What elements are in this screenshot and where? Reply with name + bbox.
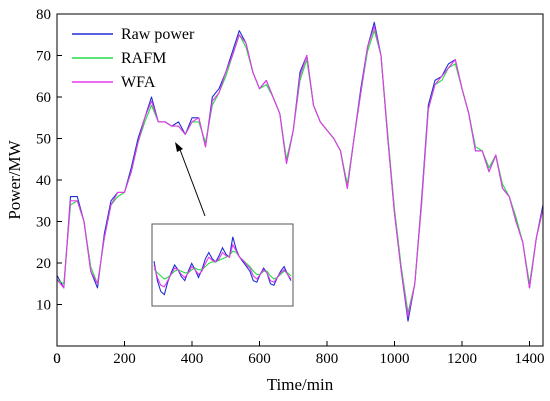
legend-label-3: WFA <box>121 74 156 91</box>
legend: Raw power RAFM WFA <box>72 26 195 91</box>
axis-ticks: 0 200 400 600 800 1000 1200 1400010203040506070… <box>36 7 545 367</box>
x-tick-label: 200 <box>113 351 136 367</box>
legend-label-1: Raw power <box>121 26 195 43</box>
y-tick-label: 70 <box>36 49 51 65</box>
inset-pointer-line <box>178 146 206 217</box>
y-tick-label: 80 <box>36 7 51 23</box>
x-tick-label: 1200 <box>447 351 477 367</box>
inset-series-line-2 <box>153 250 292 280</box>
inset-series-line-3 <box>153 243 292 288</box>
x-tick-label: 600 <box>248 351 271 367</box>
x-tick-label: 400 <box>181 351 204 367</box>
series-line-1 <box>56 21 544 322</box>
plot-frame <box>56 13 544 347</box>
y-tick-label: 60 <box>36 90 51 106</box>
x-tick-label: 0 <box>53 351 61 367</box>
y-tick-label: 50 <box>36 132 51 148</box>
inset-frame <box>151 223 294 307</box>
inset-pointer-arrowhead <box>175 142 183 152</box>
series-layer <box>56 21 544 322</box>
x-axis-label: Time/min <box>267 375 334 394</box>
series-line-3 <box>56 25 544 318</box>
y-tick-label: 30 <box>36 215 51 231</box>
y-axis-label: Power/MW <box>5 139 24 219</box>
y-tick-label: 40 <box>36 173 51 189</box>
x-tick-label: 1400 <box>515 351 545 367</box>
zoom-inset <box>151 142 294 307</box>
legend-label-2: RAFM <box>121 50 166 67</box>
x-tick-label: 800 <box>316 351 339 367</box>
x-tick-label: 1000 <box>380 351 410 367</box>
x-tick-label: 0 <box>53 351 61 367</box>
y-tick-label: 10 <box>36 298 51 314</box>
y-tick-label: 20 <box>36 256 51 272</box>
